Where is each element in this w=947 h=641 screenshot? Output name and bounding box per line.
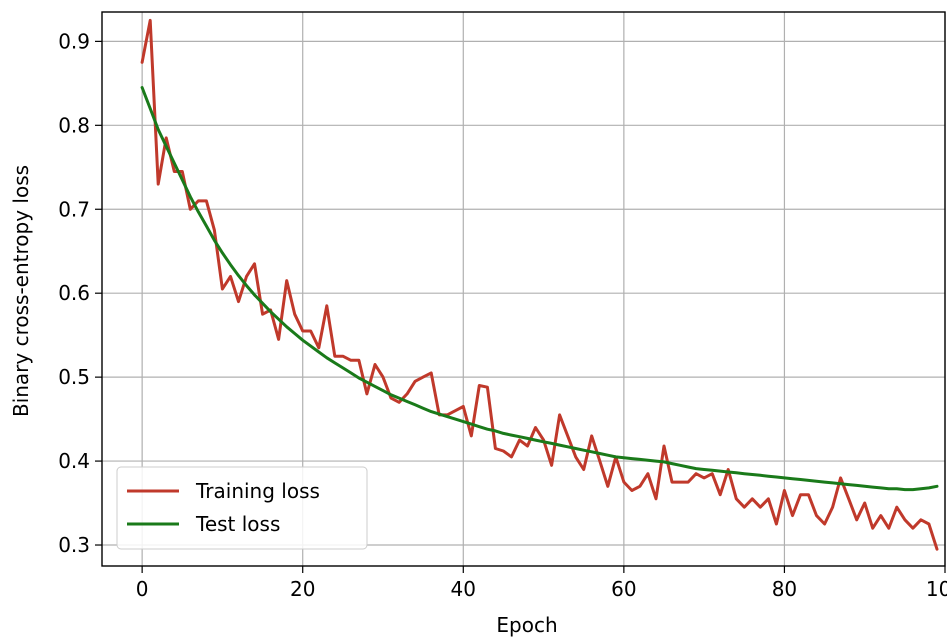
legend-label-test-loss: Test loss	[195, 512, 280, 536]
y-tick-label: 0.4	[58, 449, 90, 473]
x-tick-label: 80	[772, 577, 797, 601]
x-axis-label: Epoch	[496, 613, 557, 637]
plot-area-frame	[101, 11, 946, 567]
y-tick-label: 0.5	[58, 365, 90, 389]
legend-box	[116, 466, 368, 550]
y-tick-label: 0.8	[58, 113, 90, 137]
series-line-test-loss	[140, 86, 939, 492]
legend-label-training-loss: Training loss	[195, 479, 320, 503]
x-tick-label: 20	[290, 577, 315, 601]
x-tick-label: 0	[136, 577, 149, 601]
axis-ticks: 0 20 40 60 80 100 0.3 0.4 0.5 0.6 0.7 0.8 0.9	[58, 29, 947, 601]
y-tick-label: 0.9	[58, 29, 90, 53]
y-tick-label: 0.3	[58, 533, 90, 557]
x-tick-label: 40	[451, 577, 476, 601]
y-tick-label: 0.7	[58, 197, 90, 221]
y-tick-label: 0.6	[58, 281, 90, 305]
y-axis-label: Binary cross-entropy loss	[9, 165, 33, 417]
x-tick-label: 60	[611, 577, 636, 601]
series-line-training-loss	[140, 18, 939, 551]
series-lines	[140, 18, 939, 551]
x-tick-label: 100	[926, 577, 947, 601]
legend: Training loss Test loss	[116, 466, 368, 550]
